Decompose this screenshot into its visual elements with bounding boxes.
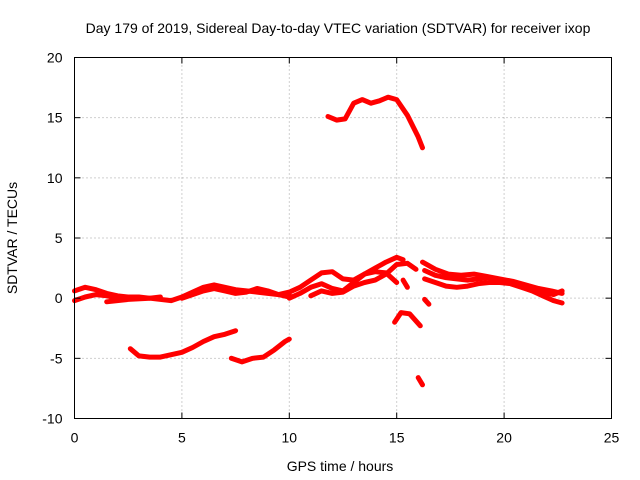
series-trace-s7: [308, 260, 419, 299]
chart-title: Day 179 of 2019, Sidereal Day-to-day VTE…: [86, 20, 591, 36]
x-tick-label: 25: [604, 430, 620, 446]
series-trace-s9: [127, 328, 239, 360]
x-tick-label: 10: [282, 430, 298, 446]
series-trace-s2: [72, 292, 120, 304]
series-trace-s3: [104, 282, 292, 305]
series-trace-s12: [392, 310, 423, 329]
y-tick-label: 10: [47, 170, 63, 186]
x-tick-label: 15: [389, 430, 405, 446]
series-trace-s10: [228, 336, 292, 365]
y-tick-label: 5: [55, 230, 63, 246]
axis-ticks: 0 5 10 15 20 25 -10 -5 0 5 10 15 20: [42, 50, 619, 446]
series-trace-s8: [400, 277, 410, 290]
series-trace-s5: [276, 254, 406, 298]
series-trace-s11: [325, 94, 425, 151]
series-trace-s16: [422, 276, 565, 306]
y-tick-label: 20: [47, 50, 63, 66]
data-series: [72, 94, 565, 388]
series-trace-s13: [415, 375, 425, 388]
y-tick-label: -10: [42, 411, 62, 427]
y-axis-label: SDTVAR / TECUs: [4, 182, 20, 294]
x-tick-label: 5: [178, 430, 186, 446]
x-tick-label: 0: [71, 430, 79, 446]
x-axis-label: GPS time / hours: [287, 458, 394, 474]
y-tick-label: 15: [47, 110, 63, 126]
series-trace-s14: [422, 296, 432, 307]
y-tick-label: 0: [55, 290, 63, 306]
x-tick-label: 20: [496, 430, 512, 446]
series-trace-s4: [179, 286, 292, 301]
grid: [74, 57, 612, 419]
y-tick-label: -5: [50, 350, 63, 366]
series-trace-s17: [420, 259, 565, 296]
